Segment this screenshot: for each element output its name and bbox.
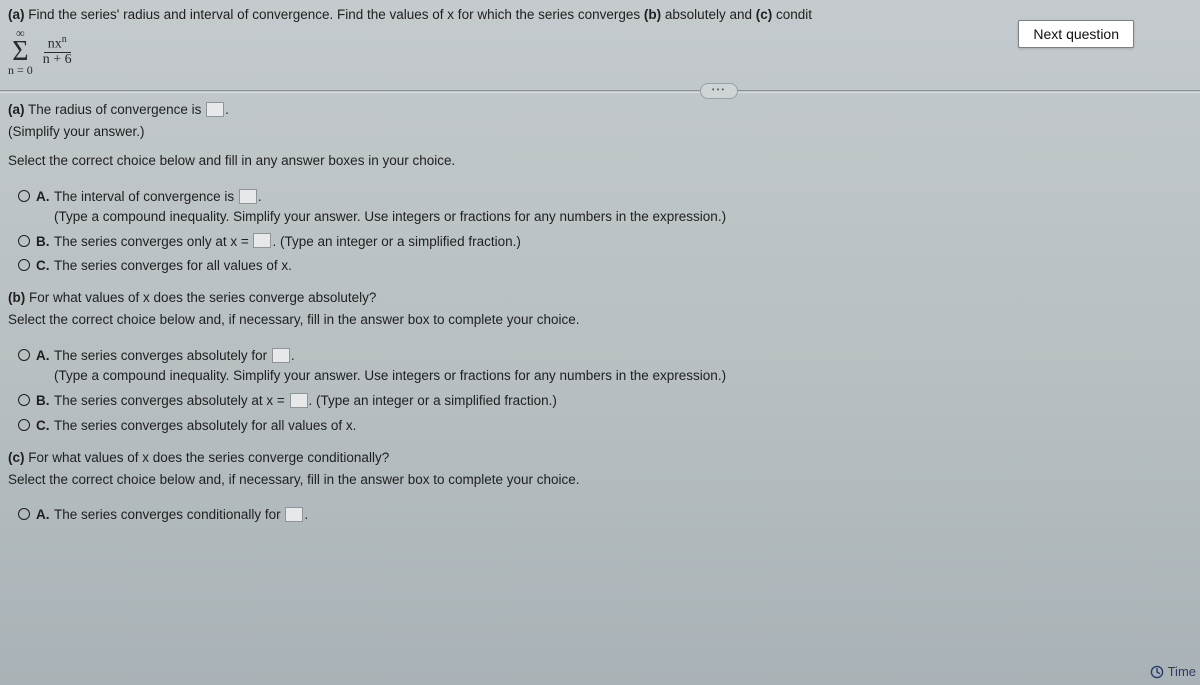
part-b-opt-c-text: The series converges absolutely for all … [54,418,356,433]
part-a-text1: The radius of convergence is [25,102,206,117]
part-a-opt-c-text: The series converges for all values of x… [54,258,292,273]
part-a-opt-a-text2: . [258,189,262,204]
part-a-opt-b-box[interactable] [253,233,271,248]
fraction-denominator: n + 6 [39,53,76,68]
part-c-head-text: For what values of x does the series con… [25,450,390,465]
part-a-opt-b-text2: . (Type an integer or a simplified fract… [272,234,520,249]
part-c-heading: (c) For what values of x does the series… [8,449,1192,468]
opt-label-c: C. [36,257,54,276]
part-b-opt-b-box[interactable] [290,393,308,408]
radius-answer-box[interactable] [206,102,224,117]
part-c-opt-a-box[interactable] [285,507,303,522]
part-b-option-c-radio[interactable] [18,419,30,431]
opt-label-ca: A. [36,506,54,525]
part-b-head-text: For what values of x does the series con… [25,290,376,305]
part-a-opt-a-box[interactable] [239,189,257,204]
opt-label-bc: C. [36,417,54,436]
part-b-opt-a-box[interactable] [272,348,290,363]
intro-text-2: absolutely and [661,7,756,22]
footer-timer[interactable]: Time [1150,663,1196,681]
opt-label-b: B. [36,233,54,252]
ellipsis-icon: ••• [712,84,726,95]
part-a-opt-b-text1: The series converges only at x = [54,234,252,249]
part-c-opt-a-text2: . [304,507,308,522]
part-a-option-b-radio[interactable] [18,235,30,247]
part-a-prompt: Select the correct choice below and fill… [8,152,1192,171]
opt-label-a: A. [36,188,54,207]
expand-toggle[interactable]: ••• [700,83,738,99]
part-c-option-a-radio[interactable] [18,508,30,520]
clock-icon [1150,665,1164,679]
part-b-prompt: Select the correct choice below and, if … [8,311,1192,330]
part-b-heading: (b) For what values of x does the series… [8,289,1192,308]
part-c-opt-a-text1: The series converges conditionally for [54,507,284,522]
part-b-opt-b-text1: The series converges absolutely at x = [54,393,289,408]
question-intro: (a) Find the series' radius and interval… [8,6,1192,25]
part-c-tag: (c) [8,450,25,465]
part-b-option-b-radio[interactable] [18,394,30,406]
part-b-tag: (b) [8,290,25,305]
intro-text-3: condit [772,7,812,22]
fraction-numerator: nxn [44,35,71,53]
part-b-opt-a-text2: . [291,348,295,363]
part-b-opt-b-text2: . (Type an integer or a simplified fract… [309,393,557,408]
label-a-inline: (a) [8,7,25,22]
sigma-lower: n = 0 [8,64,33,76]
part-a-option-a-radio[interactable] [18,190,30,202]
footer-time-label: Time [1168,663,1196,681]
part-a-opt-a-text1: The interval of convergence is [54,189,238,204]
part-b-opt-a-text1: The series converges absolutely for [54,348,271,363]
label-c-inline: (c) [756,7,773,22]
part-a-simplify: (Simplify your answer.) [8,123,1192,142]
label-b-inline: (b) [644,7,661,22]
part-a-option-c-radio[interactable] [18,259,30,271]
next-question-button[interactable]: Next question [1018,20,1134,48]
part-a-opt-a-sub: (Type a compound inequality. Simplify yo… [36,208,726,227]
part-a-line1: (a) The radius of convergence is . [8,101,1192,120]
part-c-prompt: Select the correct choice below and, if … [8,471,1192,490]
sigma-symbol: Σ [12,39,28,64]
part-b-opt-a-sub: (Type a compound inequality. Simplify yo… [36,367,726,386]
part-b-option-a-radio[interactable] [18,349,30,361]
intro-text-1: Find the series' radius and interval of … [25,7,644,22]
part-a-text2: . [225,102,229,117]
part-a-tag: (a) [8,102,25,117]
opt-label-bb: B. [36,392,54,411]
section-separator: ••• [0,90,1200,93]
opt-label-ba: A. [36,347,54,366]
